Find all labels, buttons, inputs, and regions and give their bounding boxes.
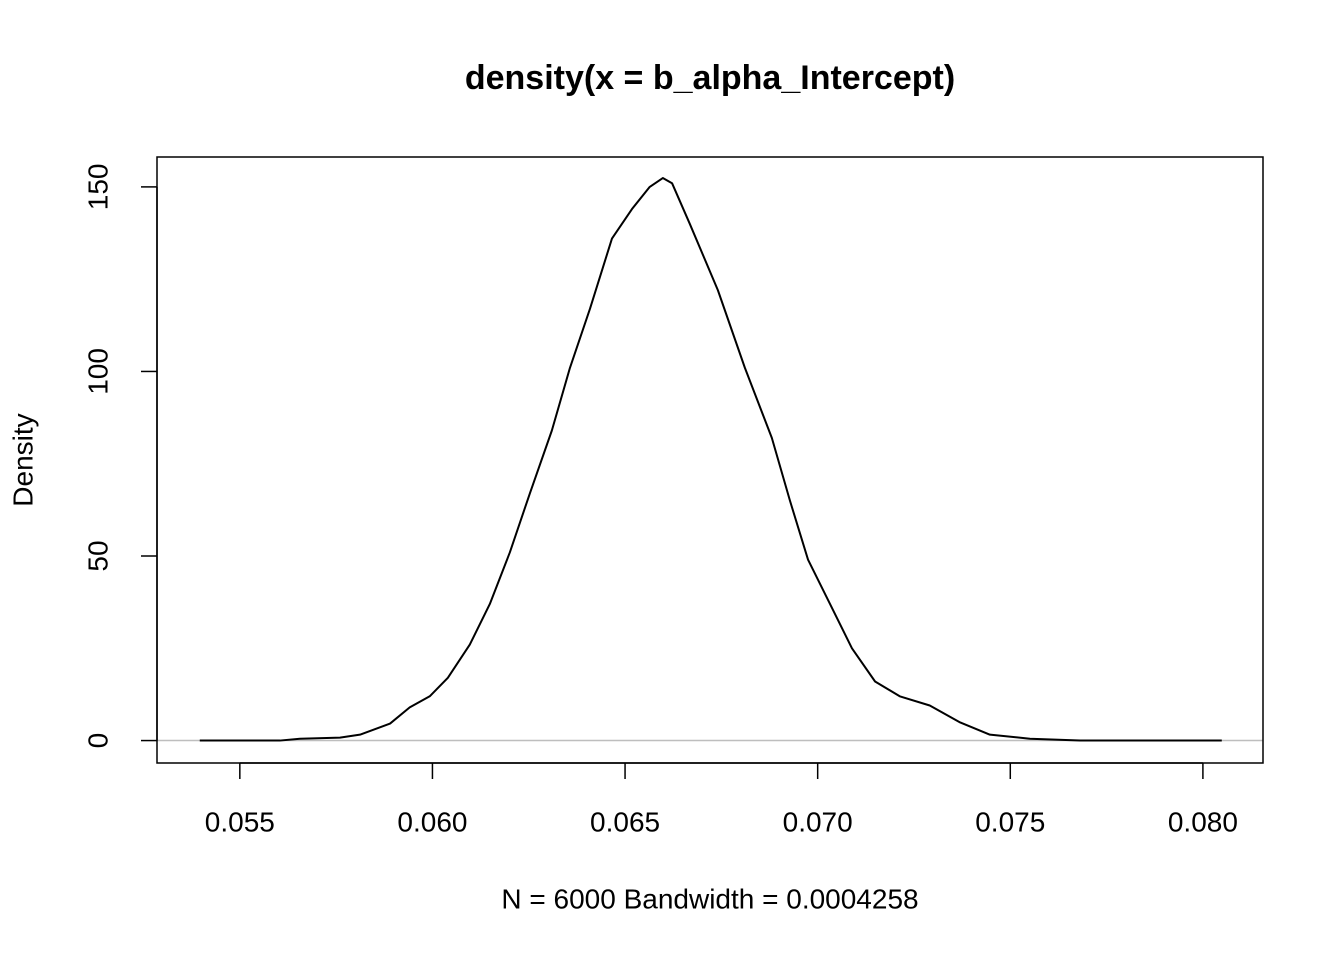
x-tick-label: 0.080 — [1168, 806, 1238, 837]
x-tick-label: 0.055 — [205, 806, 275, 837]
x-tick-label: 0.075 — [975, 806, 1045, 837]
y-tick-label: 50 — [82, 540, 113, 571]
chart-title: density(x = b_alpha_Intercept) — [465, 59, 955, 97]
y-tick-label: 0 — [82, 733, 113, 749]
x-tick-label: 0.065 — [590, 806, 660, 837]
y-axis-label: Density — [7, 413, 38, 506]
x-axis-label: N = 6000 Bandwidth = 0.0004258 — [501, 883, 918, 914]
density-line — [199, 177, 1222, 742]
x-tick-label: 0.060 — [397, 806, 467, 837]
y-tick-label: 150 — [82, 164, 113, 211]
x-tick-label: 0.070 — [783, 806, 853, 837]
plot-box — [156, 156, 1264, 764]
y-tick-label: 100 — [82, 348, 113, 395]
